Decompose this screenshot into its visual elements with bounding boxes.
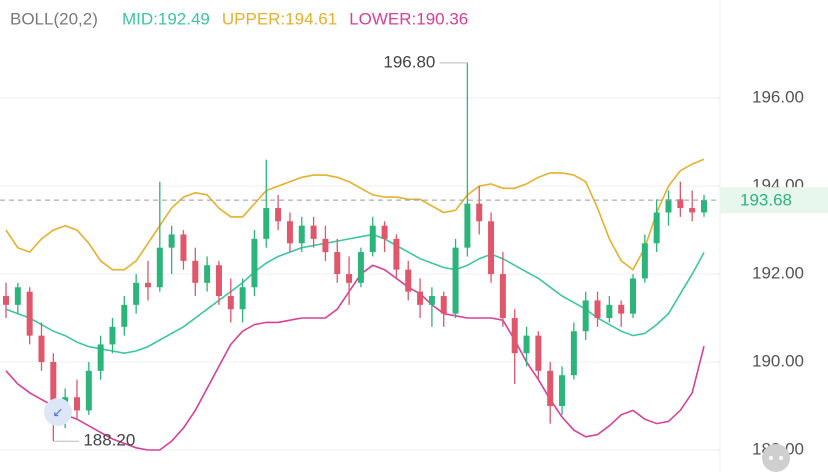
menu-icon[interactable] xyxy=(762,444,790,472)
candle-body xyxy=(121,304,128,327)
candle-body xyxy=(689,208,696,213)
candle-body xyxy=(180,234,187,261)
candle-body xyxy=(511,318,518,354)
candle-body xyxy=(251,238,258,288)
y-tick-label: 192.00 xyxy=(752,264,804,283)
svg-text:↙: ↙ xyxy=(53,404,64,419)
y-tick-label: 196.00 xyxy=(752,88,804,107)
candle-body xyxy=(405,269,412,292)
candle-body xyxy=(192,260,199,283)
candle-body xyxy=(452,247,459,314)
candle-body xyxy=(476,203,483,222)
candle-body xyxy=(144,282,151,288)
labels: 188.00190.00192.00194.00196.00196.80188.… xyxy=(0,52,828,458)
candle-body xyxy=(310,225,317,239)
candle-body xyxy=(701,200,707,213)
candle-body xyxy=(653,212,660,244)
candle-body xyxy=(381,225,388,239)
candle-body xyxy=(227,296,234,310)
band-line xyxy=(5,158,705,271)
last-price-box xyxy=(720,187,828,214)
candle-body xyxy=(263,208,270,239)
candle-body xyxy=(594,300,601,319)
candle-body xyxy=(50,362,57,415)
legend-entry: LOWER:190.36 xyxy=(349,9,468,28)
candle-body xyxy=(665,199,672,213)
candle-body xyxy=(535,335,542,371)
candle-body xyxy=(440,296,447,314)
candle-body xyxy=(346,274,353,283)
candle-body xyxy=(499,274,506,319)
candle-body xyxy=(275,208,282,222)
candle-body xyxy=(369,225,376,253)
candle-body xyxy=(156,247,163,288)
candle-body xyxy=(239,287,246,310)
candle-body xyxy=(334,252,341,275)
candles xyxy=(3,62,707,442)
candle-body xyxy=(417,291,424,305)
last-price-label: 193.68 xyxy=(740,191,792,210)
legend-entry: MID:192.49 xyxy=(122,9,210,28)
candle-body xyxy=(393,238,400,270)
candle-body xyxy=(286,221,293,244)
candle-body xyxy=(559,375,566,407)
candle-body xyxy=(38,335,45,363)
indicator-label: BOLL(20,2) xyxy=(10,9,98,28)
legend-entry: UPPER:194.61 xyxy=(222,9,337,28)
candle-body xyxy=(204,265,211,283)
candle-body xyxy=(215,265,222,297)
candle-body xyxy=(606,304,613,319)
candle-body xyxy=(73,397,80,411)
candle-body xyxy=(357,252,364,283)
candle-body xyxy=(547,370,554,407)
candle-body xyxy=(641,243,648,279)
candle-body xyxy=(523,335,530,354)
candle-body xyxy=(630,278,637,314)
candle-body xyxy=(618,304,625,314)
candle-body xyxy=(322,238,329,253)
candle-body xyxy=(109,326,116,345)
candle-body xyxy=(26,291,33,336)
candle-body xyxy=(464,203,471,248)
candle-body xyxy=(3,296,9,305)
candle-body xyxy=(582,300,589,332)
candle-body xyxy=(168,234,175,248)
candle-body xyxy=(133,282,140,305)
candle-body xyxy=(570,331,577,376)
candle-body xyxy=(14,287,21,305)
candle-body xyxy=(677,199,684,209)
candle-body xyxy=(488,221,495,275)
candle-body xyxy=(428,296,435,305)
max-label: 196.80 xyxy=(383,52,435,71)
min-label: 188.20 xyxy=(83,431,135,450)
candle-body xyxy=(85,370,92,411)
icon[interactable]: ↙ xyxy=(44,398,72,426)
band-line xyxy=(5,264,705,451)
y-tick-label: 190.00 xyxy=(752,352,804,371)
candle-body xyxy=(97,344,104,371)
candle-body xyxy=(298,225,305,244)
